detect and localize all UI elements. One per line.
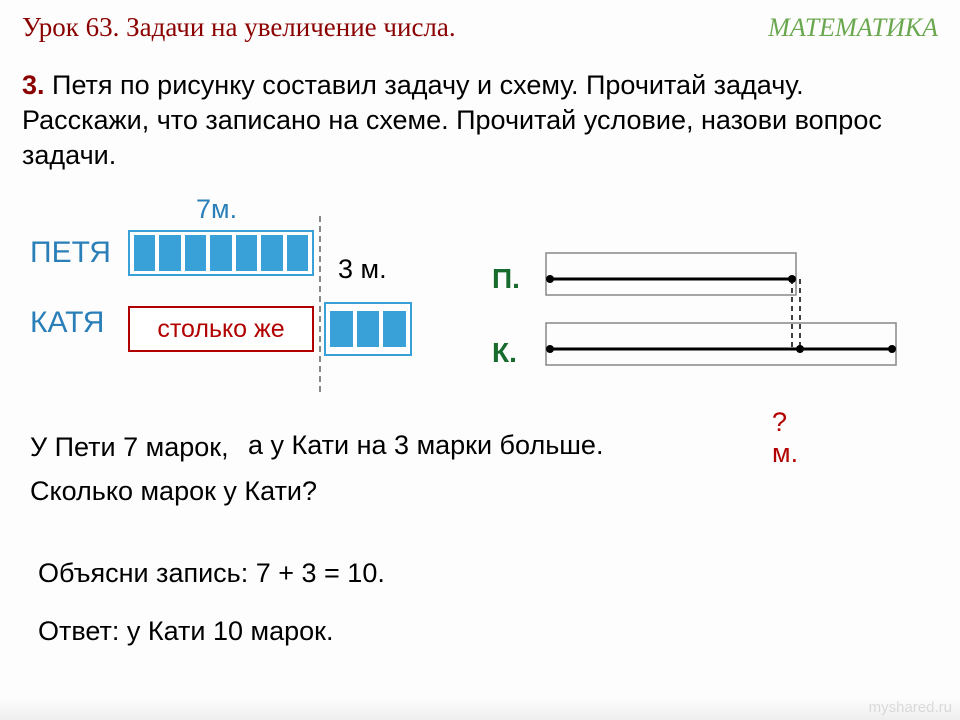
- story-part1: У Пети 7 марок,: [30, 432, 229, 463]
- slide: Урок 63. Задачи на увеличение числа. МАТ…: [0, 0, 960, 720]
- name-katya: КАТЯ: [30, 306, 104, 340]
- label-7m: 7м.: [196, 194, 237, 225]
- task-body: Петя по рисунку составил задачу и схему.…: [22, 70, 882, 170]
- task-text: 3. Петя по рисунку составил задачу и схе…: [22, 68, 930, 173]
- name-petya: ПЕТЯ: [30, 236, 111, 270]
- stamp-icon: [383, 311, 406, 347]
- katya-same-bar: столько же: [128, 306, 314, 352]
- lesson-title: Урок 63. Задачи на увеличение числа.: [22, 12, 456, 43]
- stamp-icon: [357, 311, 380, 347]
- schema-label-k: К.: [492, 337, 517, 369]
- stamp-icon: [236, 235, 257, 271]
- vertical-dash: [319, 216, 321, 392]
- schema-label-p: П.: [492, 263, 520, 295]
- stamp-icon: [210, 235, 231, 271]
- stamp-icon: [287, 235, 308, 271]
- katya-extra-bar: [324, 302, 412, 356]
- stamp-icon: [185, 235, 206, 271]
- stamp-icon: [261, 235, 282, 271]
- story-part2: а у Кати на 3 марки больше.: [248, 430, 603, 461]
- task-number: 3.: [22, 70, 45, 100]
- story-question: Сколько марок у Кати?: [30, 476, 317, 507]
- watermark: myshared.ru: [869, 699, 952, 716]
- bottom-shadow: [0, 698, 960, 720]
- stamp-icon: [330, 311, 353, 347]
- label-3m: 3 м.: [338, 254, 387, 285]
- answer-line: Ответ: у Кати 10 марок.: [38, 616, 333, 647]
- stamp-icon: [159, 235, 180, 271]
- stamp-icon: [134, 235, 155, 271]
- subject-label: МАТЕМАТИКА: [768, 13, 938, 43]
- explain-line: Объясни запись: 7 + 3 = 10.: [38, 558, 385, 589]
- petya-stamps-bar: [128, 230, 314, 276]
- header: Урок 63. Задачи на увеличение числа. МАТ…: [22, 12, 938, 43]
- question-mark-label: ? м.: [772, 407, 798, 469]
- schema-svg: [536, 245, 916, 395]
